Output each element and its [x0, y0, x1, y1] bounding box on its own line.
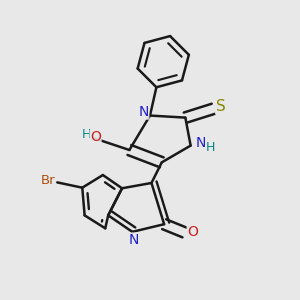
Text: H: H	[206, 141, 215, 154]
Text: O: O	[187, 225, 198, 239]
Text: S: S	[216, 99, 226, 114]
Text: N: N	[138, 105, 149, 119]
Text: H: H	[82, 128, 92, 141]
Text: Br: Br	[40, 174, 55, 188]
Text: N: N	[196, 136, 206, 150]
Text: N: N	[129, 233, 139, 247]
Text: O: O	[90, 130, 101, 144]
